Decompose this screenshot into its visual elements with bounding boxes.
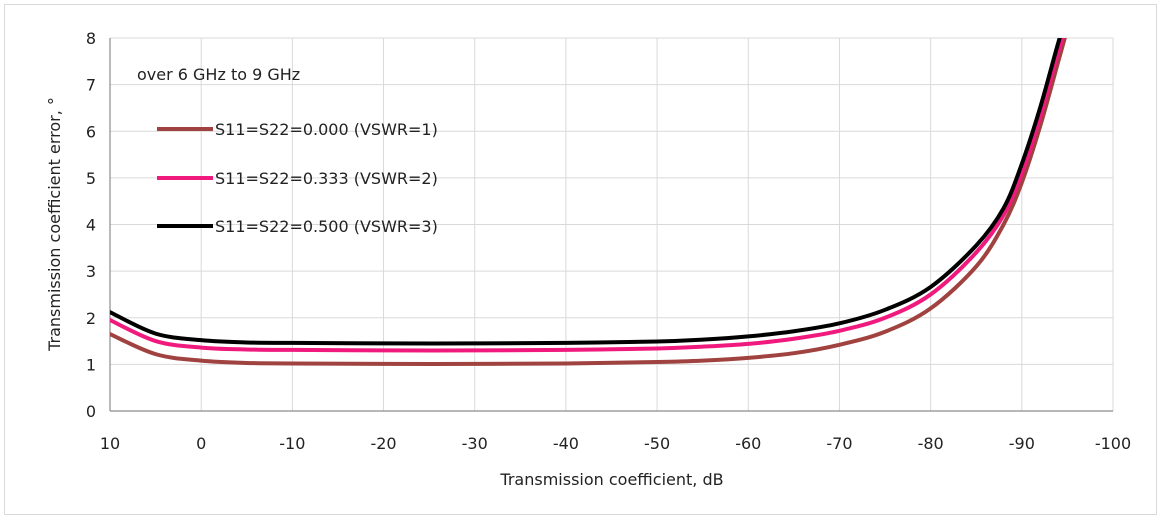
x-axis-title: Transmission coefficient, dB bbox=[499, 470, 723, 489]
x-tick-label: -70 bbox=[826, 434, 852, 453]
legend-label-3: S11=S22=0.500 (VSWR=3) bbox=[215, 217, 438, 236]
x-tick-label: -40 bbox=[553, 434, 579, 453]
x-tick-label: -60 bbox=[735, 434, 761, 453]
y-tick-label: 8 bbox=[86, 29, 96, 48]
x-tick-label: -20 bbox=[370, 434, 396, 453]
series-line-3 bbox=[110, 38, 1062, 346]
y-tick-label: 4 bbox=[86, 216, 96, 235]
y-tick-label: 3 bbox=[86, 262, 96, 281]
x-tick-label: -90 bbox=[1009, 434, 1035, 453]
x-tick-label: -100 bbox=[1095, 434, 1131, 453]
y-tick-label: 1 bbox=[86, 355, 96, 374]
x-tick-label: 10 bbox=[100, 434, 120, 453]
x-tick-label: -10 bbox=[279, 434, 305, 453]
y-tick-label: 5 bbox=[86, 169, 96, 188]
chart-frame bbox=[4, 4, 1157, 515]
y-tick-label: 0 bbox=[86, 402, 96, 421]
legend-label-2: S11=S22=0.333 (VSWR=2) bbox=[215, 169, 438, 188]
chart-annotation: over 6 GHz to 9 GHz bbox=[137, 65, 300, 84]
legend-layer: S11=S22=0.000 (VSWR=1) S11=S22=0.333 (VSW… bbox=[157, 120, 438, 236]
x-tick-label: -30 bbox=[462, 434, 488, 453]
series-line-2 bbox=[110, 38, 1065, 353]
x-tick-label: -80 bbox=[918, 434, 944, 453]
x-tick-label: -50 bbox=[644, 434, 670, 453]
axis-layer: 10 0 -10 -20 -30 -40 -50 -60 -70 -80 -90 -100012345… bbox=[86, 29, 1131, 453]
y-tick-label: 6 bbox=[86, 122, 96, 141]
y-tick-label: 7 bbox=[86, 76, 96, 95]
x-tick-label: 0 bbox=[196, 434, 206, 453]
y-axis-title: Transmission coefficient error, ° bbox=[45, 97, 64, 352]
series-line-1 bbox=[110, 38, 1067, 366]
y-tick-label: 2 bbox=[86, 309, 96, 328]
series-layer bbox=[110, 38, 1067, 366]
legend-label-1: S11=S22=0.000 (VSWR=1) bbox=[215, 120, 438, 139]
